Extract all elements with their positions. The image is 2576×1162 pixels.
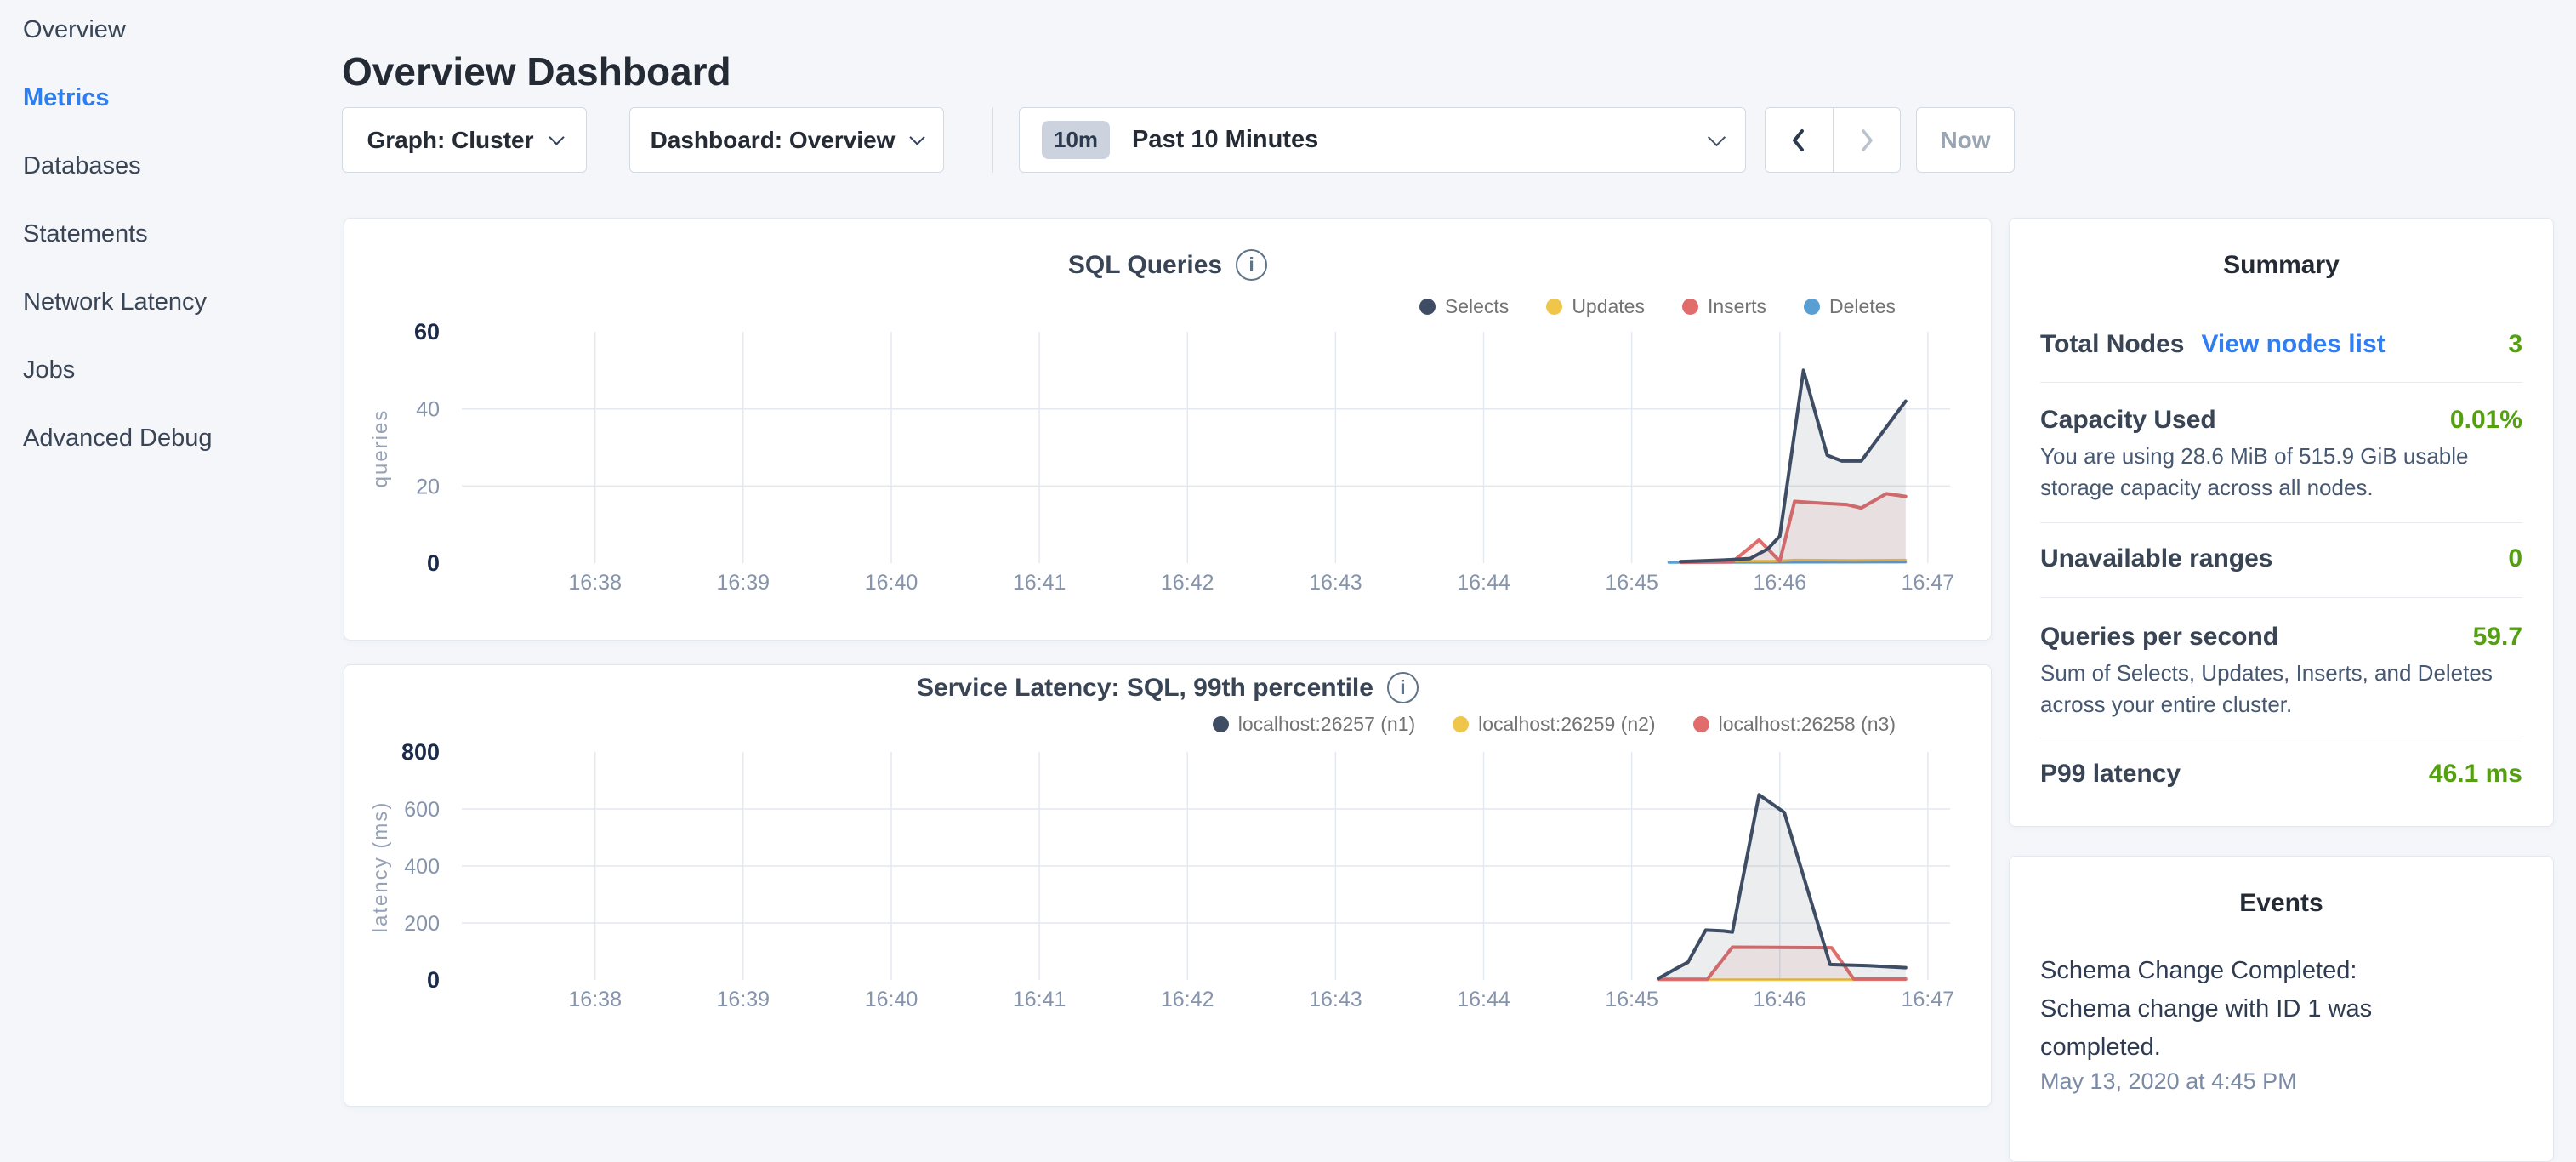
svg-text:16:44: 16:44 (1457, 571, 1510, 595)
chevron-right-icon (1857, 128, 1876, 153)
svg-text:16:40: 16:40 (865, 988, 918, 1011)
svg-text:0: 0 (427, 967, 440, 993)
graph-dropdown[interactable]: Graph: Cluster (342, 107, 587, 173)
svg-text:0: 0 (427, 550, 440, 576)
dashboard-dropdown-label: Dashboard: Overview (651, 127, 896, 154)
time-prev-button[interactable] (1766, 108, 1833, 172)
time-range-label: Past 10 Minutes (1132, 126, 1318, 154)
event-item-text: Schema Change Completed: Schema change w… (2040, 952, 2448, 1067)
svg-text:16:40: 16:40 (865, 571, 918, 595)
time-pager (1765, 107, 1901, 173)
svg-text:16:39: 16:39 (717, 988, 771, 1011)
svg-text:16:41: 16:41 (1013, 988, 1066, 1011)
svg-text:16:46: 16:46 (1754, 988, 1807, 1011)
events-title: Events (2010, 889, 2553, 918)
svg-text:400: 400 (404, 855, 440, 879)
service-latency-card: Service Latency: SQL, 99th percentile i … (344, 664, 1992, 1107)
graph-dropdown-label: Graph: Cluster (367, 127, 533, 154)
time-range-dropdown[interactable]: 10m Past 10 Minutes (1019, 107, 1746, 173)
total-nodes-value: 3 (2508, 330, 2522, 359)
time-next-button[interactable] (1833, 108, 1901, 172)
svg-text:600: 600 (404, 798, 440, 822)
svg-text:16:42: 16:42 (1161, 988, 1214, 1011)
dashboard-dropdown[interactable]: Dashboard: Overview (629, 107, 944, 173)
summary-row-p99: P99 latency 46.1 ms (2040, 757, 2522, 791)
time-range-badge: 10m (1042, 121, 1110, 159)
svg-text:16:44: 16:44 (1457, 988, 1510, 1011)
svg-text:16:45: 16:45 (1605, 988, 1658, 1011)
sidebar-item-statements[interactable]: Statements (23, 218, 340, 250)
svg-text:16:47: 16:47 (1902, 988, 1955, 1011)
qps-label: Queries per second (2040, 623, 2278, 652)
now-button[interactable]: Now (1916, 107, 2015, 173)
svg-text:16:47: 16:47 (1902, 571, 1955, 595)
now-button-label: Now (1940, 127, 1990, 154)
svg-text:40: 40 (416, 398, 440, 422)
sidebar-item-jobs[interactable]: Jobs (23, 354, 340, 386)
total-nodes-label: Total Nodes (2040, 330, 2184, 359)
summary-title: Summary (2010, 251, 2553, 280)
summary-row-qps: Queries per second 59.7 (2040, 620, 2522, 654)
capacity-label: Capacity Used (2040, 406, 2216, 435)
p99-latency-label: P99 latency (2040, 760, 2181, 789)
chevron-down-icon (910, 129, 925, 145)
sidebar-item-overview[interactable]: Overview (23, 14, 340, 46)
svg-text:16:42: 16:42 (1161, 571, 1214, 595)
capacity-description: You are using 28.6 MiB of 515.9 GiB usab… (2040, 441, 2522, 504)
unavailable-ranges-label: Unavailable ranges (2040, 544, 2272, 573)
chevron-left-icon (1789, 128, 1808, 153)
events-panel: Events Schema Change Completed: Schema c… (2009, 856, 2554, 1162)
svg-text:16:43: 16:43 (1309, 988, 1362, 1011)
summary-row-unavailable: Unavailable ranges 0 (2040, 542, 2522, 576)
view-nodes-list-link[interactable]: View nodes list (2201, 330, 2385, 359)
sql-queries-card: SQL Queries i SelectsUpdatesInsertsDelet… (344, 218, 1992, 641)
sidebar-item-advanced-debug[interactable]: Advanced Debug (23, 422, 340, 454)
divider (2040, 597, 2522, 598)
summary-panel: Summary Total Nodes View nodes list 3 Ca… (2009, 218, 2554, 827)
summary-row-capacity: Capacity Used 0.01% (2040, 403, 2522, 437)
chevron-down-icon (1708, 128, 1726, 145)
sidebar-item-databases[interactable]: Databases (23, 150, 340, 182)
svg-text:16:43: 16:43 (1309, 571, 1362, 595)
unavailable-ranges-value: 0 (2508, 544, 2522, 573)
qps-description: Sum of Selects, Updates, Inserts, and De… (2040, 658, 2522, 721)
chevron-down-icon (549, 129, 564, 145)
divider (2040, 382, 2522, 383)
capacity-value: 0.01% (2450, 406, 2522, 435)
sidebar-item-metrics[interactable]: Metrics (23, 82, 340, 114)
svg-text:16:39: 16:39 (717, 571, 771, 595)
service-latency-chart[interactable]: 16:38 16:39 16:40 16:41 16:42 16:43 16:44 16:45… (344, 665, 1993, 1052)
svg-text:16:41: 16:41 (1013, 571, 1066, 595)
divider (2040, 522, 2522, 523)
qps-value: 59.7 (2473, 623, 2522, 652)
p99-latency-value: 46.1 ms (2429, 760, 2522, 789)
sidebar: Overview Metrics Databases Statements Ne… (0, 0, 340, 1051)
svg-text:800: 800 (401, 739, 440, 765)
event-item-timestamp: May 13, 2020 at 4:45 PM (2040, 1068, 2522, 1095)
toolbar-divider (992, 107, 993, 173)
sidebar-item-network-latency[interactable]: Network Latency (23, 286, 340, 318)
page-title: Overview Dashboard (342, 48, 731, 94)
svg-text:16:38: 16:38 (568, 988, 622, 1011)
summary-row-total-nodes: Total Nodes View nodes list 3 (2040, 328, 2522, 362)
svg-text:20: 20 (416, 475, 440, 498)
svg-text:16:38: 16:38 (568, 571, 622, 595)
svg-text:60: 60 (414, 319, 440, 345)
sql-queries-chart[interactable]: 16:38 16:39 16:40 16:41 16:42 16:43 16:44 16:45… (344, 219, 1993, 641)
svg-text:16:46: 16:46 (1754, 571, 1807, 595)
svg-text:16:45: 16:45 (1605, 571, 1658, 595)
svg-text:200: 200 (404, 912, 440, 936)
